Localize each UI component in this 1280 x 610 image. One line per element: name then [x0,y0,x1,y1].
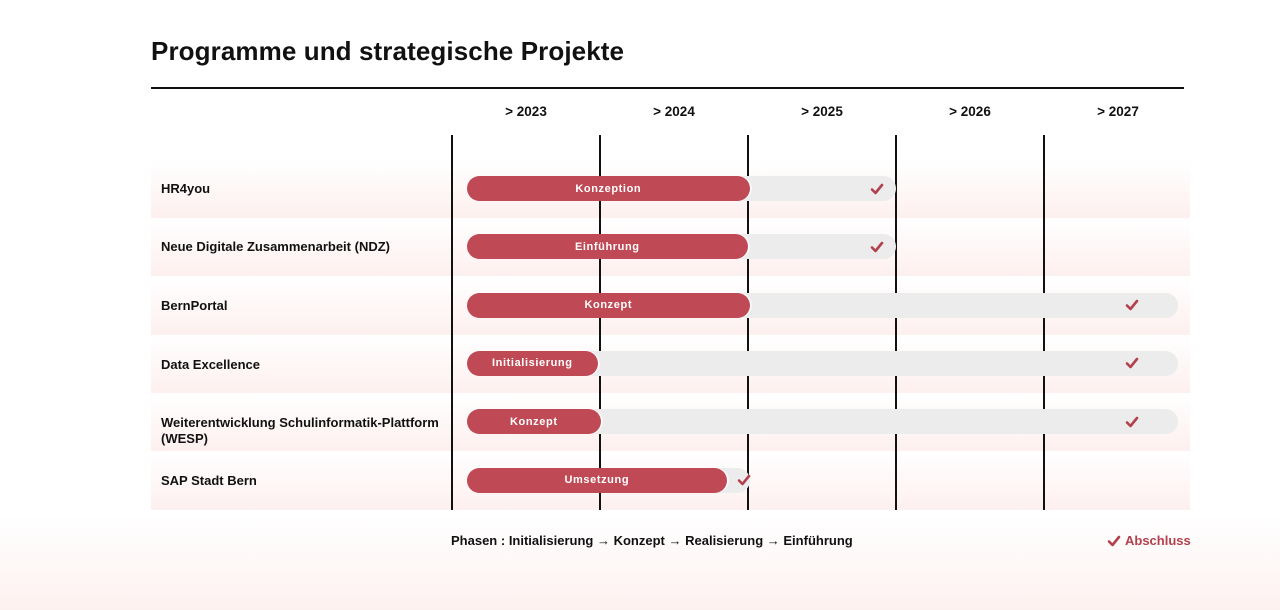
phase-bar: Einführung [466,234,748,260]
title-divider [151,87,1184,89]
arrow-icon: → [668,533,682,548]
year-header-2023: > 2023 [505,104,547,119]
completion-checkmark-icon [737,474,751,486]
completion-checkmark-icon [870,183,884,194]
phase-bar: Initialisierung [466,350,598,376]
project-label: Neue Digitale Zusammenarbeit (NDZ) [161,239,390,254]
arrow-icon: → [766,533,780,548]
phase-realisierung: Realisierung [685,533,764,548]
completion-checkmark-icon [1125,358,1139,369]
completion-legend: Abschluss [1107,533,1191,548]
year-gridline [1043,135,1045,510]
project-label: SAP Stadt Bern [161,473,257,488]
project-label: Weiterentwicklung Schulinformatik-Plattf… [161,415,439,446]
phase-konzept: Konzept [613,533,665,548]
arrow-icon: → [596,533,610,548]
phase-einfuehrung: Einführung [783,533,853,548]
page-title: Programme und strategische Projekte [151,36,625,66]
phases-legend: Phasen : Initialisierung → Konzept → Rea… [451,533,853,548]
year-gridline [747,135,749,510]
project-label: HR4you [161,181,211,196]
project-label: BernPortal [161,298,228,313]
year-header-2024: > 2024 [653,104,695,119]
phase-initialisierung: Initialisierung [508,533,594,548]
year-header-2026: > 2026 [949,104,991,119]
phases-label: Phasen : [451,533,506,548]
phase-bar: Umsetzung [466,467,727,493]
phase-bar: Konzept [466,409,601,435]
year-gridline [599,135,601,510]
year-gridline [451,135,453,510]
completion-checkmark-icon [870,241,884,253]
year-header-2025: > 2025 [801,104,843,119]
completion-checkmark-icon [1125,299,1139,311]
checkmark-icon [1107,535,1121,546]
project-label: Data Excellence [161,357,261,372]
completion-checkmark-icon [1125,416,1139,427]
year-header-2027: > 2027 [1097,104,1139,119]
phase-bar: Konzept [466,292,750,318]
year-gridline [895,135,897,510]
phase-bar: Konzeption [466,176,750,201]
legend-label: Abschluss [1125,533,1191,548]
